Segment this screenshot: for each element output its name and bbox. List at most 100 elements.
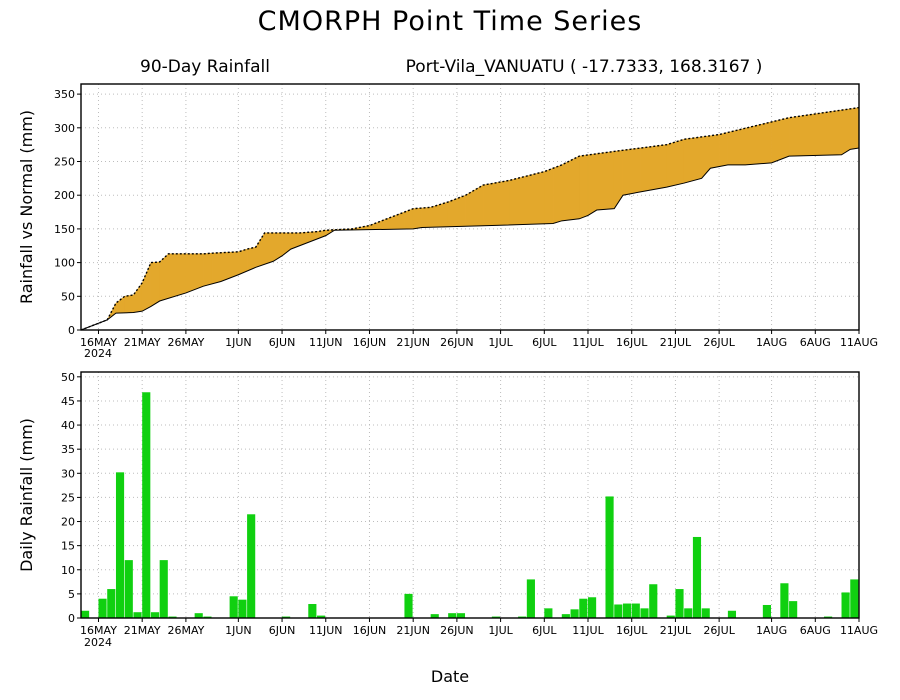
y-tick-label: 50 (61, 371, 75, 384)
surplus-area-segment (596, 151, 615, 211)
x-tick-label: 26JUN (440, 336, 474, 349)
surplus-area-segment (683, 136, 702, 184)
y-tick-label: 10 (61, 564, 75, 577)
x-tick-label: 6AUG (800, 624, 831, 637)
x-tick-label: 6JUL (532, 336, 557, 349)
surplus-area-segment (168, 253, 178, 299)
daily-rainfall-bar (150, 612, 160, 618)
daily-rainfall-bar (692, 536, 702, 618)
cumulative-rainfall-panel: 0 50 100 150 200 250 300 350 16MAY 21MAY 26MAY 1JU… (17, 83, 878, 360)
daily-rainfall-bar (133, 612, 142, 618)
daily-rainfall-bar (579, 598, 588, 618)
x-tick-label: 1JUL (488, 336, 513, 349)
x-tick-label: 1AUG (756, 624, 787, 637)
daily-rainfall-bar (159, 560, 168, 618)
x-tick-label: 16MAY (80, 336, 117, 349)
surplus-area-segment (727, 127, 746, 166)
surplus-area-segment (850, 107, 860, 150)
daily-rainfall-bar (675, 589, 684, 618)
y-tick-label: 250 (54, 156, 75, 169)
x-tick-label: 26JUL (703, 336, 735, 349)
surplus-area-segment (640, 144, 667, 193)
daily-rainfall-bar (640, 608, 649, 618)
daily-rainfall-bar (588, 597, 597, 618)
chart-title: CMORPH Point Time Series (258, 6, 643, 37)
daily-rainfall-bar (684, 608, 693, 618)
y-tick-label: 200 (54, 189, 75, 202)
daily-rainfall-bar (526, 579, 535, 618)
chart-subtitle-right: Port-Vila_VANUATU ( -17.7333, 168.3167 ) (406, 57, 763, 77)
x-tick-label: 21JUL (660, 336, 692, 349)
observed-cumulative-line (80, 106, 860, 331)
daily-rainfall-bar (666, 615, 675, 618)
daily-rainfall-bar (824, 616, 833, 618)
daily-rainfall-bar (142, 392, 151, 618)
daily-rainfall-bar (631, 603, 640, 618)
surplus-area-segment (622, 147, 641, 196)
x-tick-label: 1JUN (225, 336, 252, 349)
chart-subtitle-left: 90-Day Rainfall (140, 57, 270, 77)
daily-rainfall-bar (203, 616, 212, 618)
x-tick-label: 21MAY (124, 336, 161, 349)
x-tick-label: 16JUN (353, 336, 387, 349)
x-tick-label: 1JUN (225, 624, 252, 637)
surplus-area-segment (447, 194, 466, 228)
y-tick-label: 40 (61, 419, 75, 432)
top-plot-frame (80, 83, 860, 331)
surplus-area-segment (412, 207, 423, 230)
daily-rainfall-bar (430, 614, 439, 618)
x-tick-label: 11AUG (840, 624, 878, 637)
surplus-area-segment (203, 252, 213, 287)
daily-rainfall-bar (518, 616, 527, 618)
x-tick-label: 11JUN (309, 624, 343, 637)
daily-rainfall-bar (238, 599, 247, 618)
y-tick-label: 300 (54, 122, 75, 135)
daily-rainfall-bar (570, 609, 579, 618)
daily-rainfall-bar (168, 616, 177, 618)
top-x-tick-labels: 16MAY 21MAY 26MAY 1JUN 6JUN 11JUN 16JUN 21JUN 26… (80, 330, 878, 349)
y-tick-label: 350 (54, 88, 75, 101)
daily-rainfall-bar (605, 496, 614, 618)
x-tick-label: 26JUN (440, 624, 474, 637)
surplus-area-segment (771, 117, 790, 164)
surplus-area-segment (211, 252, 222, 285)
daily-rainfall-bar (544, 608, 553, 618)
x-tick-label: 16JUL (616, 336, 648, 349)
y-tick-label: 45 (61, 395, 75, 408)
daily-rainfall-bar (701, 608, 710, 618)
top-difference-fills (106, 107, 860, 321)
y-tick-label: 30 (61, 467, 75, 480)
daily-rainfall-bar (115, 472, 125, 618)
daily-rainfall-bar (762, 604, 771, 618)
x-tick-label: 21JUN (396, 336, 430, 349)
surplus-area-segment (482, 183, 493, 227)
daily-rainfall-bar (124, 560, 133, 618)
y-tick-label: 150 (54, 223, 75, 236)
top-year-label: 2024 (84, 347, 112, 360)
surplus-area-segment (238, 248, 248, 276)
bottom-plot-frame (80, 371, 860, 619)
x-tick-label: 26MAY (167, 624, 204, 637)
daily-rainfall-bar (81, 610, 90, 618)
surplus-area-segment (788, 109, 842, 157)
y-tick-label: 0 (68, 324, 75, 337)
x-tick-label: 11JUL (572, 336, 604, 349)
surplus-area-segment (141, 262, 152, 312)
x-tick-label: 16JUL (616, 624, 648, 637)
x-tick-label: 6JUN (269, 624, 296, 637)
daily-rainfall-bar (789, 601, 798, 618)
daily-rainfall-bar (404, 593, 413, 618)
surplus-area-segment (718, 132, 729, 167)
daily-rainfall-bars (81, 392, 859, 618)
daily-rainfall-bar (622, 603, 632, 618)
surplus-area-segment (176, 253, 187, 296)
surplus-area-segment (150, 261, 160, 307)
x-axis-title: Date (431, 667, 469, 686)
surplus-area-segment (159, 253, 169, 302)
x-tick-label: 11JUL (572, 624, 604, 637)
x-tick-label: 16MAY (80, 624, 117, 637)
surplus-area-segment (666, 138, 685, 188)
surplus-area-segment (745, 121, 772, 166)
y-tick-label: 25 (61, 491, 75, 504)
x-tick-label: 21JUN (396, 624, 430, 637)
